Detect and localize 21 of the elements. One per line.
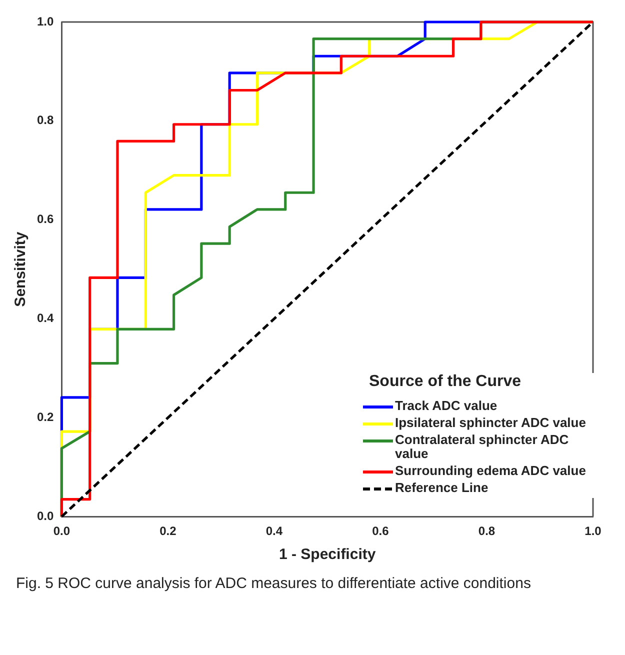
x-tick-label: 0.2	[160, 524, 177, 538]
y-axis-title: Sensitivity	[12, 231, 30, 307]
x-tick-label: 0.6	[372, 524, 390, 538]
legend-title: Source of the Curve	[368, 373, 522, 391]
x-tick-label: 0.4	[266, 524, 283, 538]
x-axis-title: 1 - Specificity	[278, 546, 376, 564]
y-tick-label: 0.6	[36, 212, 54, 226]
caption: Fig. 5 ROC curve analysis for ADC measures to differentiate active conditions	[16, 574, 532, 594]
y-tick-label: 0.0	[36, 508, 54, 523]
legend-label: Surrounding edema ADC value	[395, 463, 586, 478]
x-tick-label: 0.0	[53, 524, 70, 538]
legend-label: Track ADC value	[395, 398, 498, 413]
legend-label: Contralateral sphincter ADC value	[395, 432, 570, 461]
y-tick-label: 0.2	[36, 410, 54, 424]
x-tick-label: 0.8	[478, 524, 496, 538]
y-tick-label: 0.4	[36, 311, 54, 326]
x-tick-label: 1.0	[584, 524, 602, 538]
legend-label: Reference Line	[395, 480, 488, 495]
legend-label: Ipsilateral sphincter ADC value	[395, 415, 586, 430]
y-tick-label: 0.8	[36, 113, 54, 128]
y-tick-label: 1.0	[36, 14, 54, 28]
